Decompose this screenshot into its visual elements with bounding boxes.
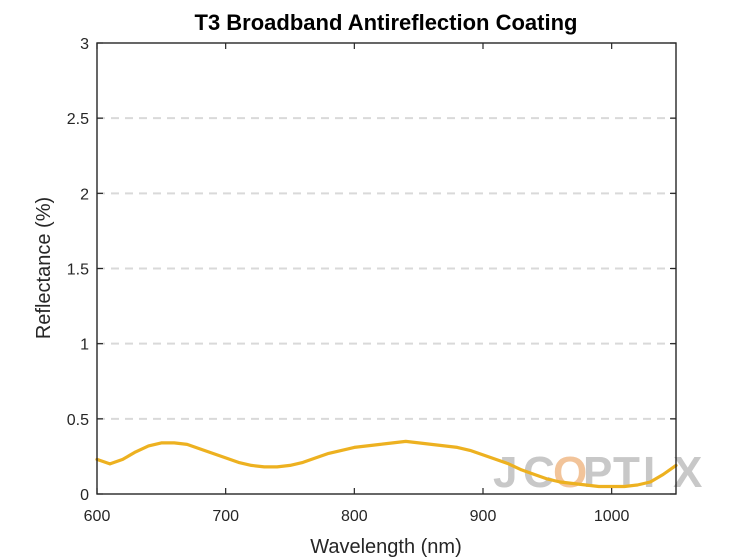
x-tick-label: 900 [470,508,497,525]
chart-title: T3 Broadband Antireflection Coating [195,10,578,35]
watermark-letter: J [493,448,518,497]
y-tick-label: 2.5 [67,111,89,128]
x-tick-labels: 600 700 800 900 1000 [84,508,630,525]
y-axis-label: Reflectance (%) [33,197,55,339]
axis-ticks [96,42,676,495]
watermark-letter: O [553,448,588,497]
watermark-letter: P [583,448,613,497]
y-tick-labels: 0 0.5 1 1.5 2 2.5 3 [67,36,89,504]
y-tick-label: 2 [80,186,89,203]
watermark-letter: I [643,448,656,497]
x-axis-label: Wavelength (nm) [310,536,462,558]
y-tick-label: 0 [80,487,89,504]
series-layer [95,439,678,489]
y-tick-label: 0.5 [67,412,89,429]
x-tick-label: 800 [341,508,368,525]
x-tick-label: 600 [84,508,111,525]
x-tick-label: 700 [212,508,239,525]
watermark-letter: X [673,448,703,497]
series-line-0 [95,439,678,489]
y-tick-label: 1 [80,337,89,354]
y-tick-label: 3 [80,36,89,53]
grid-lines [97,117,676,420]
y-tick-label: 1.5 [67,262,89,279]
watermark-letter: T [613,448,641,497]
x-tick-label: 1000 [594,508,630,525]
